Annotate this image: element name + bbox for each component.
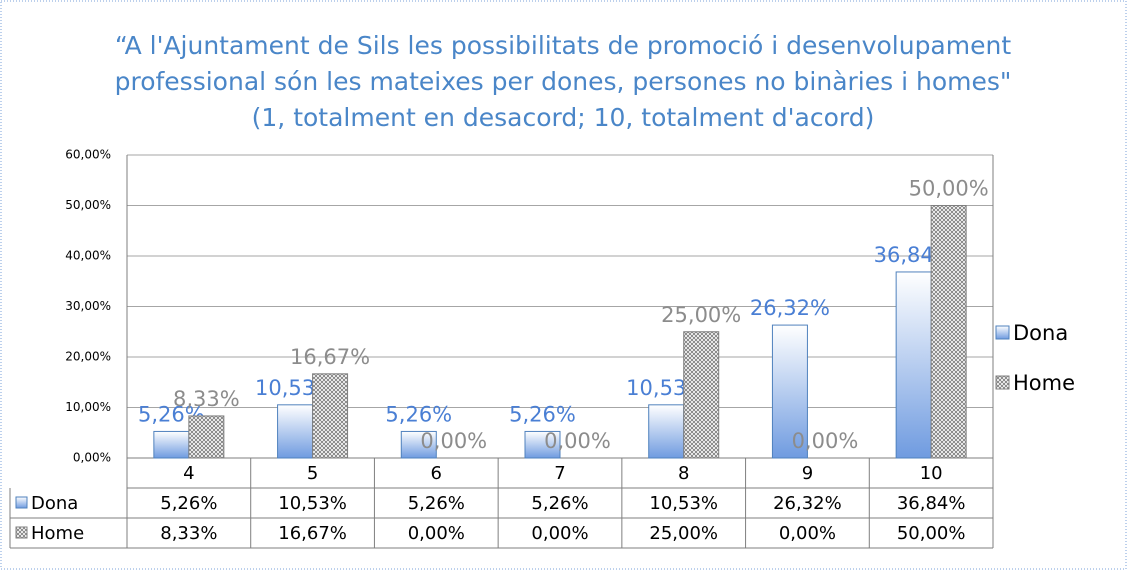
x-tick-label: 5: [307, 463, 318, 484]
bar: [400, 430, 437, 459]
bar: [277, 404, 314, 459]
bar: [188, 415, 225, 459]
legend-label: Dona: [1013, 321, 1068, 345]
data-label: 8,33%: [173, 387, 240, 411]
y-tick-label: 60,00%: [65, 148, 111, 162]
y-tick-label: 10,00%: [65, 400, 111, 414]
data-label: 16,67%: [290, 345, 370, 369]
table-cell: 5,26%: [531, 493, 588, 514]
legend-key: [995, 375, 1010, 390]
bar: [312, 373, 349, 459]
table-cell: 50,00%: [897, 523, 966, 544]
x-tick-label: 4: [183, 463, 194, 484]
table-cell: 0,00%: [531, 523, 588, 544]
data-label: 0,00%: [792, 429, 859, 453]
bar: [648, 404, 685, 459]
y-tick-label: 20,00%: [65, 350, 111, 364]
x-tick-label: 6: [431, 463, 442, 484]
table-cell: 0,00%: [408, 523, 465, 544]
y-tick-label: 50,00%: [65, 198, 111, 212]
table-cell: 5,26%: [160, 493, 217, 514]
y-tick-label: 0,00%: [73, 451, 111, 465]
chart-title: professional són les mateixes per dones,…: [115, 67, 1012, 96]
table-cell: 16,67%: [278, 523, 347, 544]
table-cell: 10,53%: [649, 493, 718, 514]
legend-label: Home: [1013, 371, 1075, 395]
x-tick-label: 9: [802, 463, 813, 484]
chart-title: “A l'Ajuntament de Sils les possibilitat…: [115, 31, 1011, 60]
data-label: 5,26%: [385, 402, 452, 426]
bar: [153, 430, 190, 459]
x-tick-label: 7: [554, 463, 565, 484]
chart-title: (1, totalment en desacord; 10, totalment…: [252, 103, 875, 132]
bar: [771, 324, 808, 459]
y-tick-label: 30,00%: [65, 299, 111, 313]
table-cell: 36,84%: [897, 493, 966, 514]
y-tick-label: 40,00%: [65, 249, 111, 263]
table-key: [15, 496, 28, 509]
data-label: 5,26%: [509, 402, 576, 426]
data-label: 25,00%: [661, 303, 741, 327]
table-cell: 25,00%: [649, 523, 718, 544]
data-label: 50,00%: [909, 177, 989, 201]
table-cell: 0,00%: [779, 523, 836, 544]
x-tick-label: 10: [920, 463, 943, 484]
bar: [683, 331, 720, 459]
data-label: 0,00%: [544, 429, 611, 453]
data-label: 0,00%: [420, 429, 487, 453]
table-cell: 8,33%: [160, 523, 217, 544]
bar: [895, 271, 932, 459]
table-row-label: Dona: [31, 493, 78, 514]
x-tick-label: 8: [678, 463, 689, 484]
data-label: 26,32%: [750, 296, 830, 320]
table-cell: 10,53%: [278, 493, 347, 514]
table-cell: 5,26%: [408, 493, 465, 514]
table-row-label: Home: [31, 523, 84, 544]
legend-key: [995, 325, 1010, 340]
table-cell: 26,32%: [773, 493, 842, 514]
bar: [524, 430, 561, 459]
table-key: [15, 526, 28, 539]
bar: [930, 205, 967, 459]
